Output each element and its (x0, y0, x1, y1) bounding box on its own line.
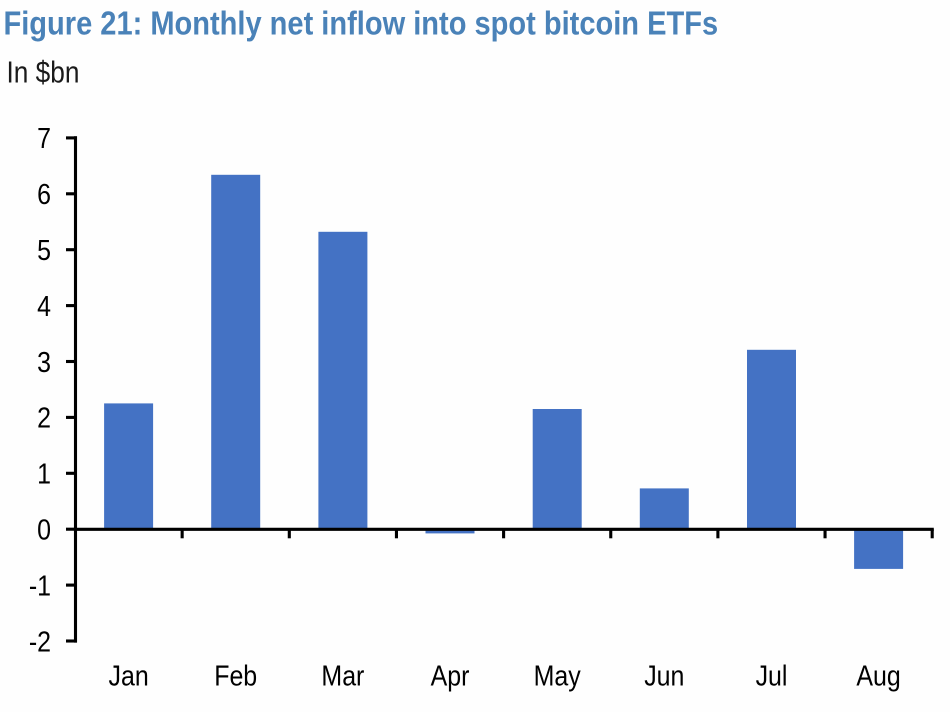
svg-text:May: May (534, 660, 582, 692)
svg-text:Jun: Jun (644, 660, 684, 692)
svg-text:In $bn: In $bn (7, 55, 80, 89)
svg-text:-2: -2 (29, 626, 51, 658)
svg-text:7: 7 (37, 122, 51, 154)
svg-text:Jan: Jan (109, 660, 149, 692)
svg-text:2: 2 (37, 402, 51, 434)
svg-text:0: 0 (37, 514, 51, 546)
svg-text:-1: -1 (29, 570, 51, 602)
svg-text:Figure 21: Monthly net inflow: Figure 21: Monthly net inflow into spot … (4, 4, 719, 41)
svg-text:1: 1 (37, 458, 51, 490)
svg-text:4: 4 (37, 290, 51, 322)
svg-text:Apr: Apr (431, 660, 470, 692)
svg-text:Aug: Aug (856, 660, 900, 692)
svg-text:Jul: Jul (756, 660, 788, 692)
svg-text:6: 6 (37, 178, 51, 210)
svg-text:Feb: Feb (214, 660, 257, 692)
svg-text:5: 5 (37, 234, 51, 266)
svg-text:Mar: Mar (321, 660, 364, 692)
svg-text:3: 3 (37, 346, 51, 378)
